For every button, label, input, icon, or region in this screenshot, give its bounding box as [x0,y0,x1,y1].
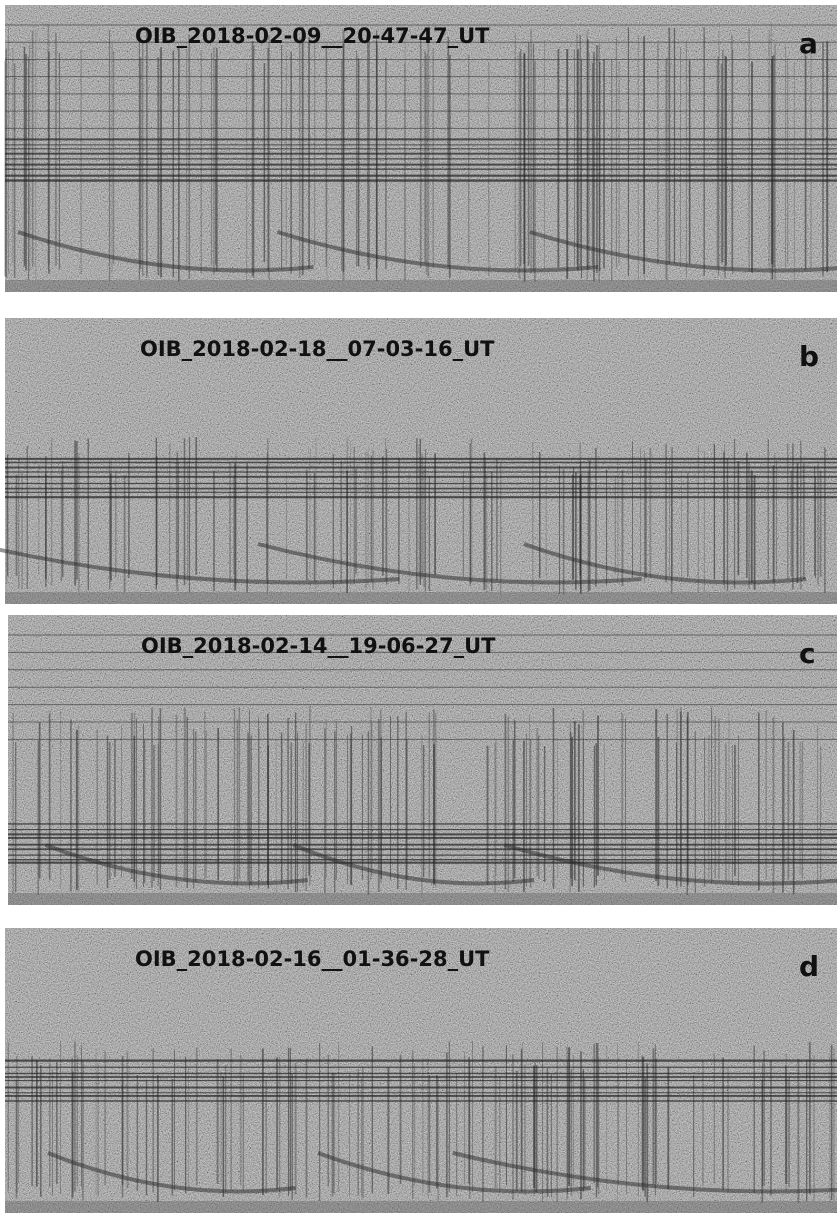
noise-texture [5,928,837,1213]
bottom-band [5,1201,837,1213]
noise-texture [8,615,837,905]
echogram-panel: OIB_2018-02-16__01-36-28_UT d [5,928,837,1213]
arc-feature [503,843,837,886]
bottom-band [5,592,837,604]
arc-feature [276,230,599,273]
panel-title: OIB_2018-02-09__20-47-47_UT [135,24,490,48]
echogram-panel: OIB_2018-02-09__20-47-47_UT a [4,5,837,292]
panel-label: c [799,637,816,670]
echogram-panel: OIB_2018-02-18__07-03-16_UT b [0,318,837,604]
panel-title: OIB_2018-02-14__19-06-27_UT [141,634,496,658]
bottom-band [5,280,837,292]
bottom-band [8,893,837,905]
panel-label: b [799,340,819,373]
arc-feature [523,542,807,585]
noise-texture [5,318,837,604]
arc-feature [47,1151,296,1194]
arc-feature [0,547,400,585]
arc-feature [257,542,642,585]
panel-label: d [799,950,819,983]
arc-feature [17,230,314,273]
echogram-panel: OIB_2018-02-14__19-06-27_UT c [8,615,837,905]
arc-feature [44,843,308,886]
panel-title: OIB_2018-02-16__01-36-28_UT [135,947,490,971]
arc-feature [529,230,837,273]
panel-label: a [799,27,818,60]
panel-title: OIB_2018-02-18__07-03-16_UT [140,337,495,361]
arc-feature [317,1151,592,1194]
arc-feature [292,843,535,886]
arc-feature [452,1151,837,1194]
